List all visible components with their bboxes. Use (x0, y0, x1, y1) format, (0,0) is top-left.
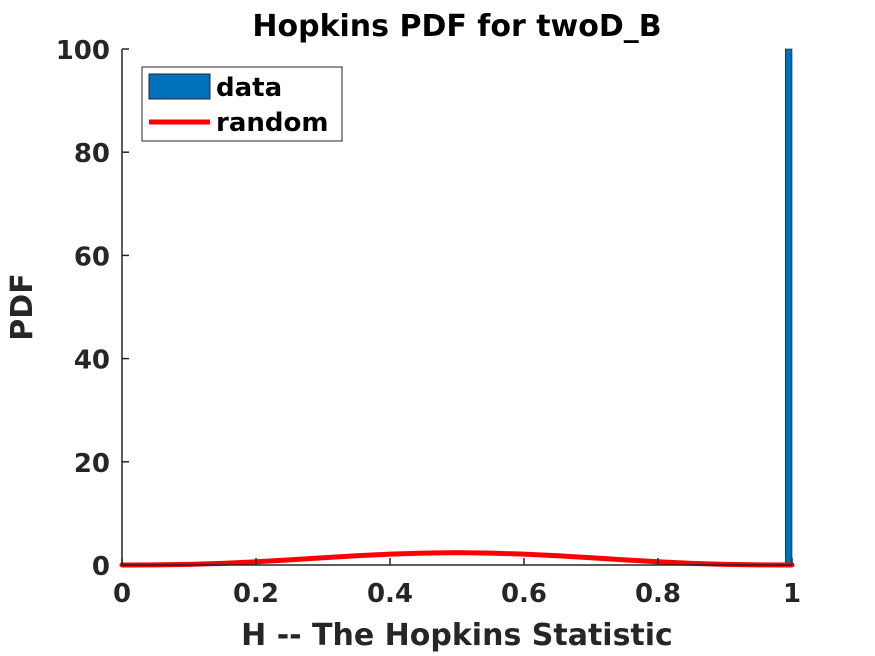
legend-swatch-data (148, 73, 211, 100)
y-tick-label: 0 (92, 552, 110, 582)
y-axis-label: PDF (5, 273, 40, 340)
x-tick-label: 0.6 (501, 579, 547, 609)
y-tick-label: 100 (56, 36, 110, 66)
legend: data random (141, 66, 343, 142)
y-tick-label: 60 (74, 242, 110, 272)
x-tick-label: 0.8 (635, 579, 681, 609)
chart-title: Hopkins PDF for twoD_B (252, 9, 661, 44)
x-tick-label: 1 (783, 579, 801, 609)
legend-label-random: random (216, 108, 328, 138)
y-tick-label: 40 (74, 346, 110, 376)
legend-label-data: data (216, 73, 282, 103)
random-series-line (119, 550, 795, 568)
y-tick-label: 80 (74, 139, 110, 169)
x-tick-label: 0.2 (233, 579, 279, 609)
x-axis-label: H -- The Hopkins Statistic (241, 618, 673, 653)
y-tick-label: 20 (74, 449, 110, 479)
y-axis-ticks: 0 20 40 60 80 100 (56, 36, 129, 582)
x-tick-label: 0 (113, 579, 131, 609)
x-axis-ticks: 0 0.2 0.4 0.6 0.8 1 (113, 558, 801, 609)
x-tick-label: 0.4 (367, 579, 413, 609)
histogram-bar-0 (784, 48, 793, 566)
